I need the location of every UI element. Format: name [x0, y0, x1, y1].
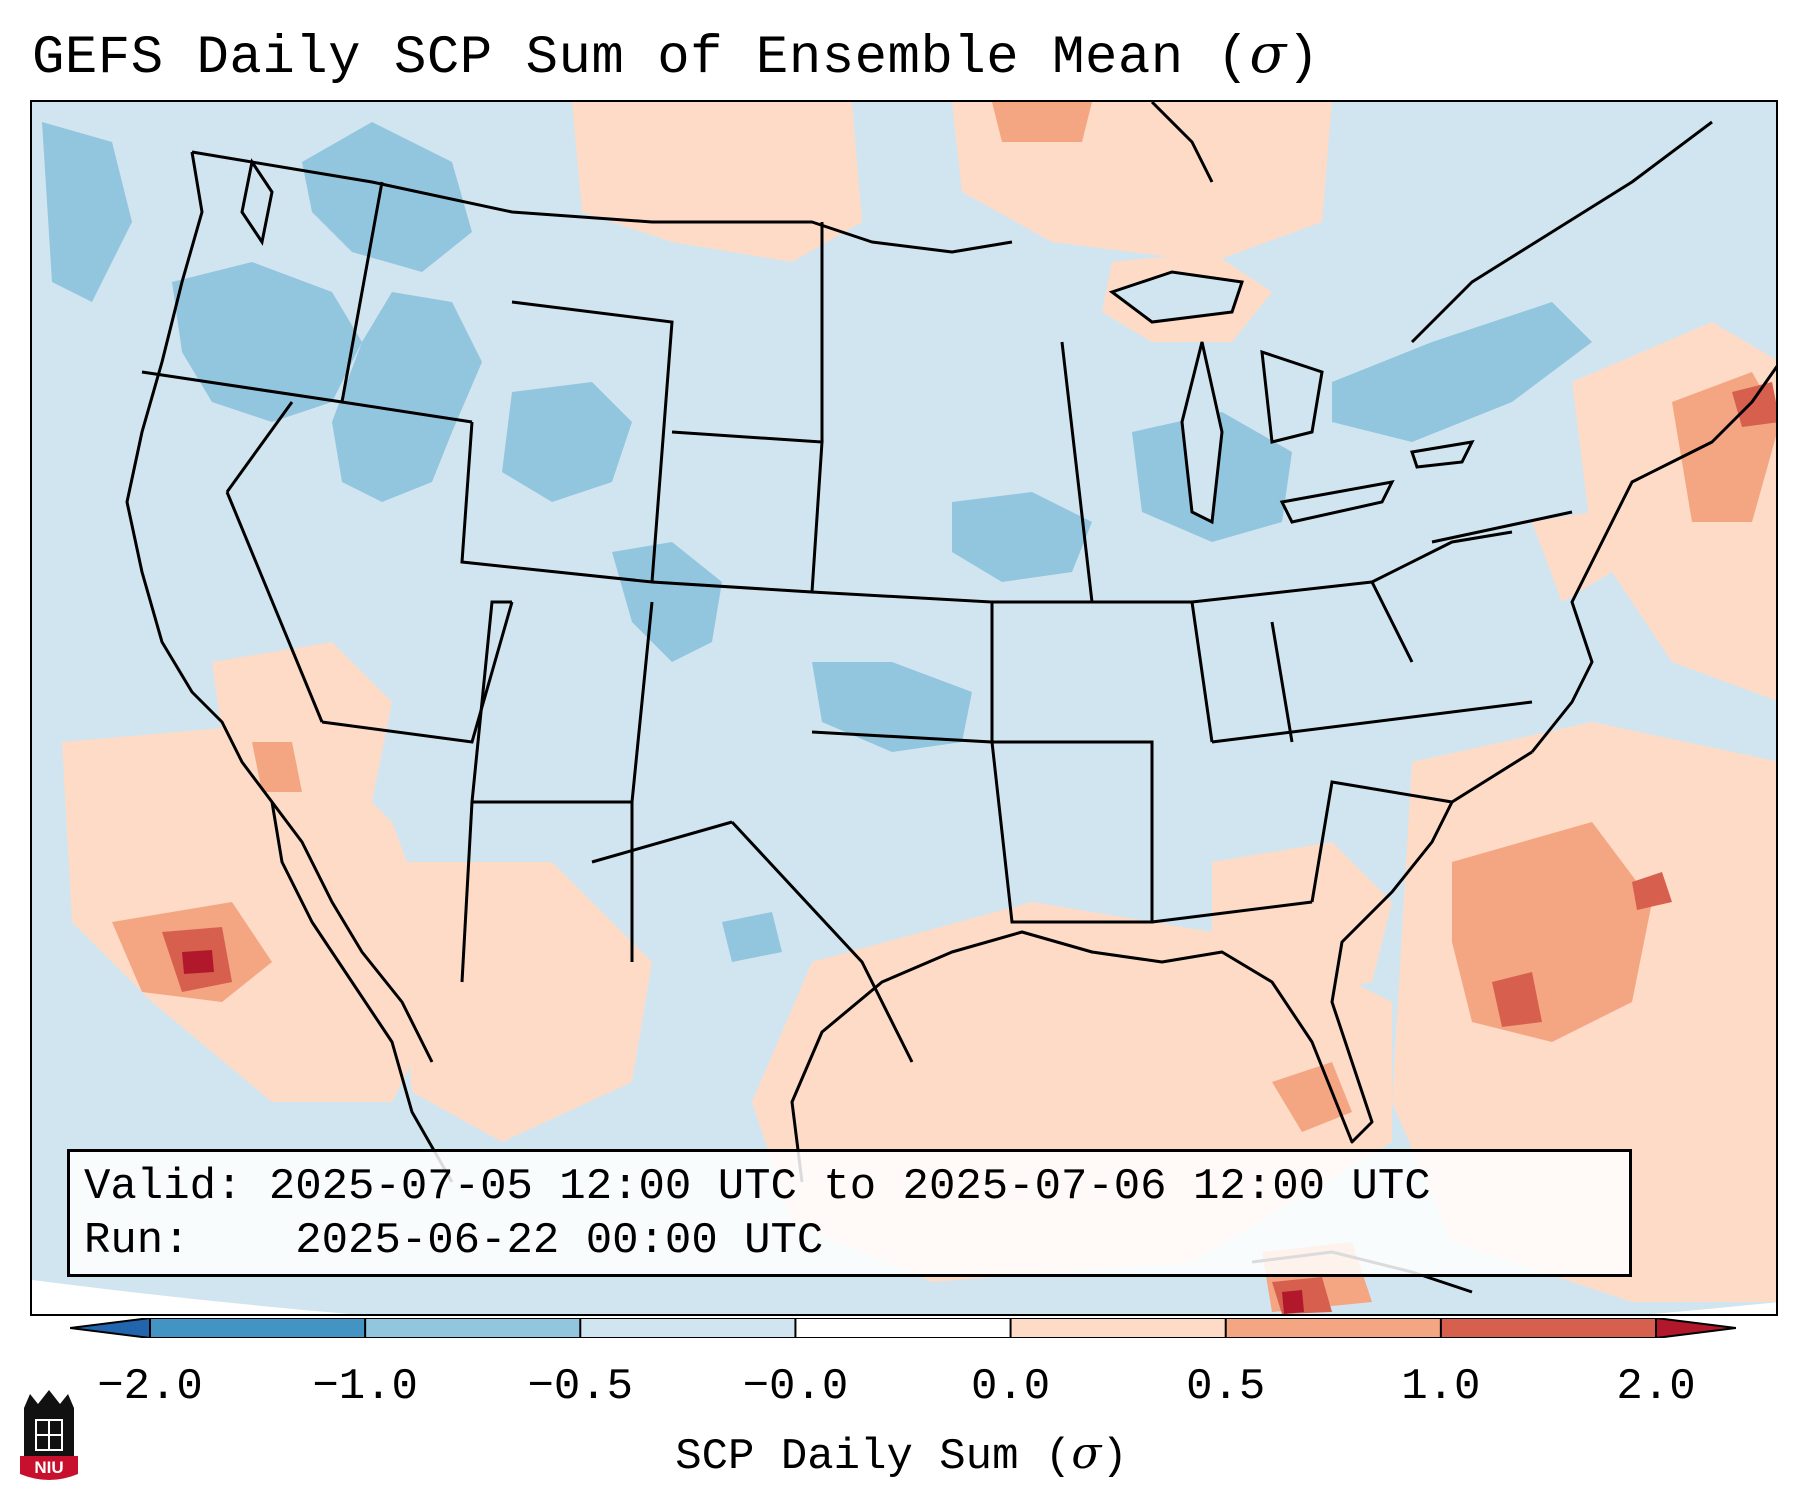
- lake-ontario: [1410, 440, 1475, 469]
- anomaly-wyoming: [502, 382, 632, 502]
- anomaly-caribbean: [1592, 1182, 1776, 1302]
- colorbar-segment: [1440, 1318, 1657, 1338]
- colorbar-extend-high: [1656, 1318, 1736, 1338]
- anomaly-mexico-central: [392, 862, 652, 1142]
- colorbar-label-text: SCP Daily Sum (: [675, 1432, 1072, 1482]
- anomaly-atlantic-peak2: [1632, 872, 1672, 910]
- chart-title-close: ): [1286, 28, 1320, 89]
- anomaly-texas: [722, 912, 782, 962]
- lake-erie: [1279, 479, 1395, 524]
- hudson-coast: [1150, 102, 1214, 183]
- canadian-lakes: [240, 158, 274, 246]
- colorbar-tick-label: −0.0: [742, 1362, 849, 1412]
- positive-anomalies-max: [182, 950, 1304, 1314]
- colorbar-tick-label: 1.0: [1401, 1362, 1481, 1412]
- anomaly-southeast: [1212, 842, 1392, 1002]
- anomaly-montana-north: [302, 122, 472, 272]
- colorbar-tick-label: 0.5: [1186, 1362, 1266, 1412]
- map-svg: [32, 102, 1776, 1314]
- colorbar-segment: [580, 1318, 796, 1338]
- colorbar-tick-label: 0.0: [970, 1362, 1051, 1412]
- canada-border: [191, 150, 1013, 254]
- colorbar-tick-label: −2.0: [97, 1362, 203, 1412]
- sigma-symbol: σ: [1249, 22, 1287, 85]
- anomaly-florida-gulf: [1272, 1062, 1352, 1132]
- west-coast: [125, 151, 454, 1183]
- anomaly-cuba-max: [1282, 1290, 1304, 1314]
- state-borders: [141, 181, 1573, 1063]
- anomaly-arizona: [252, 742, 302, 792]
- colorbar-tick-label: 2.0: [1616, 1362, 1696, 1412]
- colorbar-segment: [1010, 1318, 1227, 1338]
- university-logo-icon: NIU: [20, 1390, 78, 1482]
- run-label: Run:: [84, 1216, 190, 1266]
- colorbar-label: SCP Daily Sum (σ): [0, 1428, 1803, 1482]
- logo-text: NIU: [34, 1458, 64, 1477]
- map-panel[interactable]: [30, 100, 1778, 1316]
- st-lawrence: [1410, 120, 1713, 344]
- gulf-coast: [790, 750, 1533, 1183]
- baja-peninsula: [270, 801, 434, 1063]
- anomaly-mid-atlantic: [1532, 512, 1612, 602]
- anomaly-idaho-montana: [332, 292, 482, 502]
- colorbar-extend-low: [70, 1318, 150, 1338]
- anomaly-baja-max: [182, 950, 214, 974]
- east-coast: [1530, 365, 1776, 753]
- lake-huron: [1260, 349, 1324, 444]
- negative-anomalies: [42, 122, 1592, 962]
- lake-michigan: [1180, 341, 1224, 525]
- anomaly-ontario: [1332, 302, 1592, 442]
- colorbar-tick-label: −0.5: [527, 1362, 634, 1412]
- anomaly-iowa: [952, 492, 1092, 582]
- valid-run-info-box: Valid: 2025-07-05 12:00 UTC to 2025-07-0…: [67, 1149, 1632, 1277]
- valid-value: 2025-07-05 12:00 UTC to 2025-07-06 12:00…: [268, 1162, 1431, 1212]
- colorbar-sigma: σ: [1071, 1428, 1102, 1479]
- colorbar-tick-label: −1.0: [312, 1362, 418, 1412]
- anomaly-kansas: [812, 662, 972, 752]
- chart-title: GEFS Daily SCP Sum of Ensemble Mean (σ): [32, 22, 1320, 89]
- anomaly-mexico-pacific: [62, 722, 452, 1102]
- great-lakes: [1108, 270, 1475, 525]
- colorbar-label-close: ): [1101, 1432, 1128, 1482]
- colorbar-segment: [365, 1318, 581, 1338]
- colorbar-segment: [1225, 1318, 1442, 1338]
- colorbar-segment: [150, 1318, 366, 1338]
- anomaly-atlantic-peak: [1492, 972, 1542, 1027]
- anomaly-new-england-peak: [1732, 382, 1776, 427]
- anomaly-colorado: [612, 542, 722, 662]
- valid-label: Valid:: [84, 1162, 243, 1212]
- colorbar-segments: [149, 1318, 1657, 1338]
- colorbar: [70, 1318, 1736, 1338]
- colorbar-segment: [795, 1318, 1012, 1338]
- anomaly-west-coast-ne: [42, 122, 132, 302]
- run-value: 2025-06-22 00:00 UTC: [295, 1216, 824, 1266]
- anomaly-canada-north: [992, 102, 1092, 142]
- anomaly-pacific-northwest: [172, 262, 362, 422]
- lake-superior: [1108, 270, 1244, 324]
- chart-title-text: GEFS Daily SCP Sum of Ensemble Mean (: [32, 28, 1250, 89]
